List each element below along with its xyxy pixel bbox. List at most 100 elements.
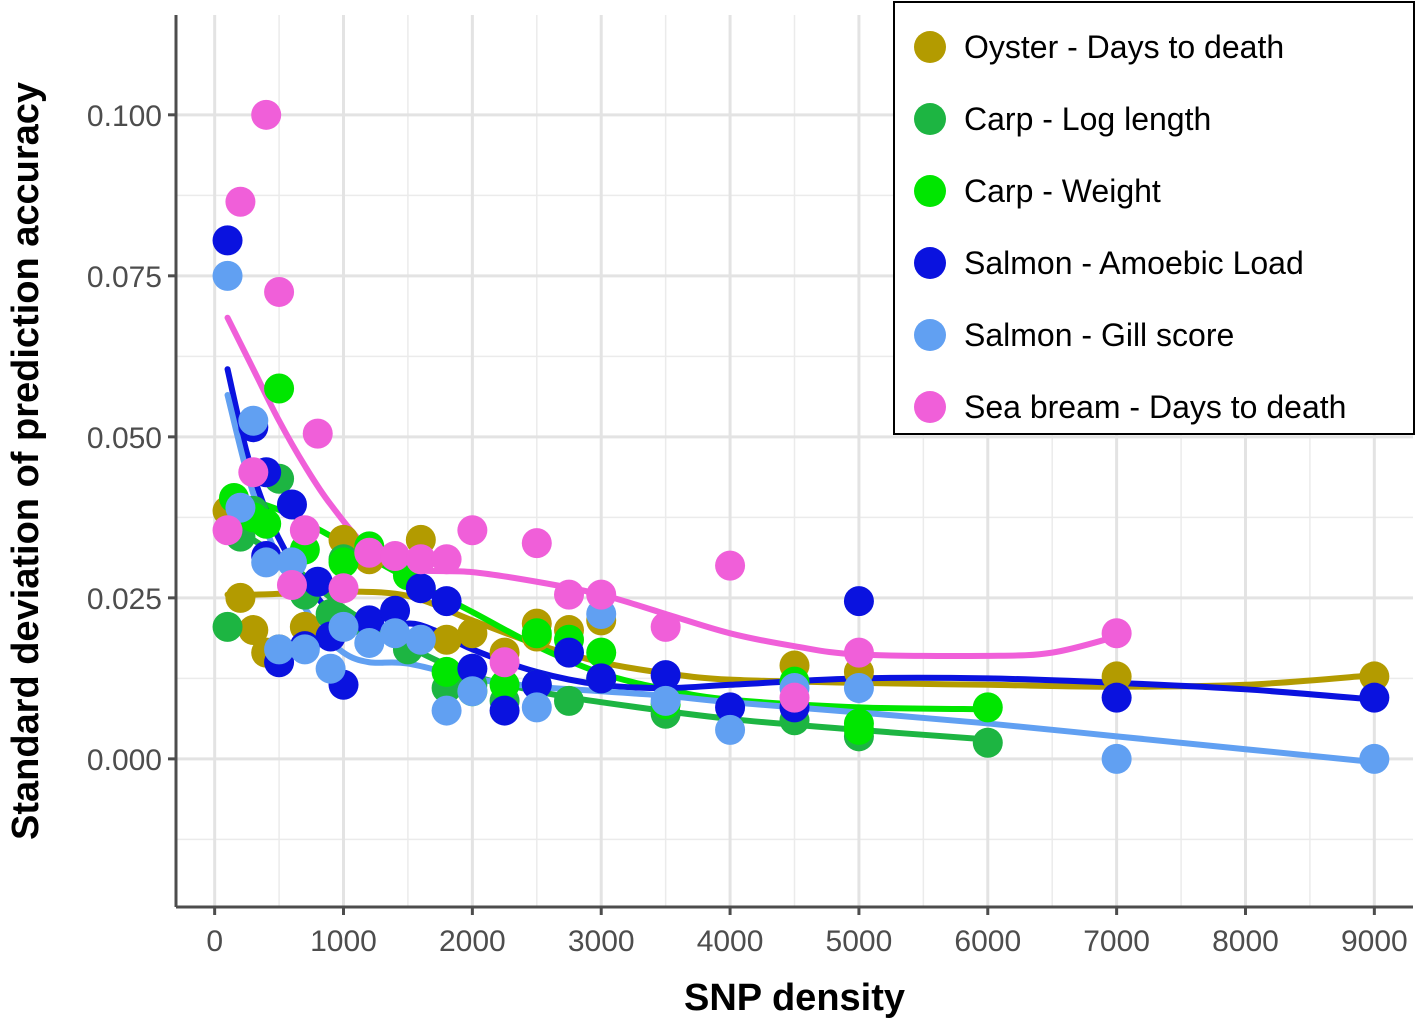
data-points xyxy=(212,99,1390,774)
data-point xyxy=(457,653,488,684)
x-tick-label: 1000 xyxy=(310,925,377,958)
legend-key xyxy=(914,103,946,135)
data-point xyxy=(586,663,617,694)
data-point xyxy=(238,457,269,488)
data-point xyxy=(489,647,520,678)
data-point xyxy=(650,685,681,716)
data-point xyxy=(1101,618,1132,649)
data-point xyxy=(405,573,436,604)
y-axis-ticks: 0.000 0.025 0.050 0.075 0.100 xyxy=(87,100,176,777)
data-point xyxy=(380,540,411,571)
data-point xyxy=(521,692,552,723)
data-point xyxy=(521,669,552,700)
x-tick-label: 2000 xyxy=(439,925,506,958)
data-point xyxy=(457,618,488,649)
y-tick-label: 0.100 xyxy=(87,100,162,133)
legend-label: Salmon - Amoebic Load xyxy=(964,245,1304,281)
x-tick-label: 4000 xyxy=(697,925,764,958)
data-point xyxy=(521,528,552,559)
data-point xyxy=(554,579,585,610)
data-point xyxy=(264,276,295,307)
data-point xyxy=(843,586,874,617)
legend-label: Sea bream - Days to death xyxy=(964,389,1346,425)
x-tick-label: 3000 xyxy=(568,925,635,958)
data-point xyxy=(238,405,269,436)
legend-label: Salmon - Gill score xyxy=(964,317,1234,353)
data-point xyxy=(264,634,295,665)
data-point xyxy=(586,579,617,610)
data-point xyxy=(225,186,256,217)
data-point xyxy=(238,615,269,646)
data-point xyxy=(843,673,874,704)
x-tick-label: 7000 xyxy=(1083,925,1150,958)
data-point xyxy=(715,550,746,581)
data-point xyxy=(251,547,282,578)
x-tick-label: 6000 xyxy=(954,925,1021,958)
legend: Oyster - Days to death Carp - Log length C… xyxy=(893,1,1415,435)
data-point xyxy=(289,515,320,546)
data-point xyxy=(251,99,282,130)
data-point xyxy=(380,595,411,626)
data-point xyxy=(843,637,874,668)
data-point xyxy=(354,537,385,568)
data-point xyxy=(489,695,520,726)
x-tick-label: 0 xyxy=(206,925,223,958)
data-point xyxy=(264,373,295,404)
data-point xyxy=(1101,682,1132,713)
data-point xyxy=(289,634,320,665)
data-point xyxy=(405,544,436,575)
legend-key xyxy=(914,31,946,63)
legend-label: Oyster - Days to death xyxy=(964,29,1284,65)
x-axis-ticks: 0 1000 2000 3000 4000 5000 6000 7000 8000 9000 xyxy=(206,907,1408,958)
data-point xyxy=(276,547,307,578)
data-point xyxy=(457,676,488,707)
data-point xyxy=(380,618,411,649)
data-point xyxy=(972,692,1003,723)
data-point xyxy=(225,582,256,613)
x-axis-title: SNP density xyxy=(684,977,905,1019)
data-point xyxy=(554,685,585,716)
y-tick-label: 0.000 xyxy=(87,744,162,777)
data-point xyxy=(521,618,552,649)
data-point xyxy=(1101,743,1132,774)
data-point xyxy=(212,611,243,642)
data-point xyxy=(972,727,1003,758)
data-point xyxy=(276,489,307,520)
data-point xyxy=(715,692,746,723)
data-point xyxy=(586,637,617,668)
data-point xyxy=(251,508,282,539)
data-point xyxy=(276,569,307,600)
data-point xyxy=(1101,661,1132,692)
legend-key xyxy=(914,247,946,279)
y-tick-label: 0.025 xyxy=(87,583,162,616)
data-point xyxy=(1359,743,1390,774)
x-tick-label: 8000 xyxy=(1212,925,1279,958)
data-point xyxy=(779,682,810,713)
data-point xyxy=(212,515,243,546)
data-point xyxy=(328,547,359,578)
data-point xyxy=(225,492,256,523)
data-point xyxy=(431,544,462,575)
y-axis-title: Standard deviation of prediction accurac… xyxy=(5,82,47,840)
data-point xyxy=(489,669,520,700)
data-point xyxy=(650,660,681,691)
data-point xyxy=(431,695,462,726)
data-point xyxy=(328,573,359,604)
legend-box xyxy=(893,1,1415,435)
data-point xyxy=(715,714,746,745)
data-point xyxy=(650,611,681,642)
data-point xyxy=(1359,661,1390,692)
data-point xyxy=(302,418,333,449)
y-tick-label: 0.050 xyxy=(87,422,162,455)
data-point xyxy=(405,624,436,655)
data-point xyxy=(302,566,333,597)
legend-label: Carp - Log length xyxy=(964,101,1211,137)
data-point xyxy=(354,627,385,658)
data-point xyxy=(212,225,243,256)
legend-key xyxy=(914,391,946,423)
data-point xyxy=(554,637,585,668)
y-tick-label: 0.075 xyxy=(87,261,162,294)
data-point xyxy=(315,653,346,684)
data-point xyxy=(212,260,243,291)
